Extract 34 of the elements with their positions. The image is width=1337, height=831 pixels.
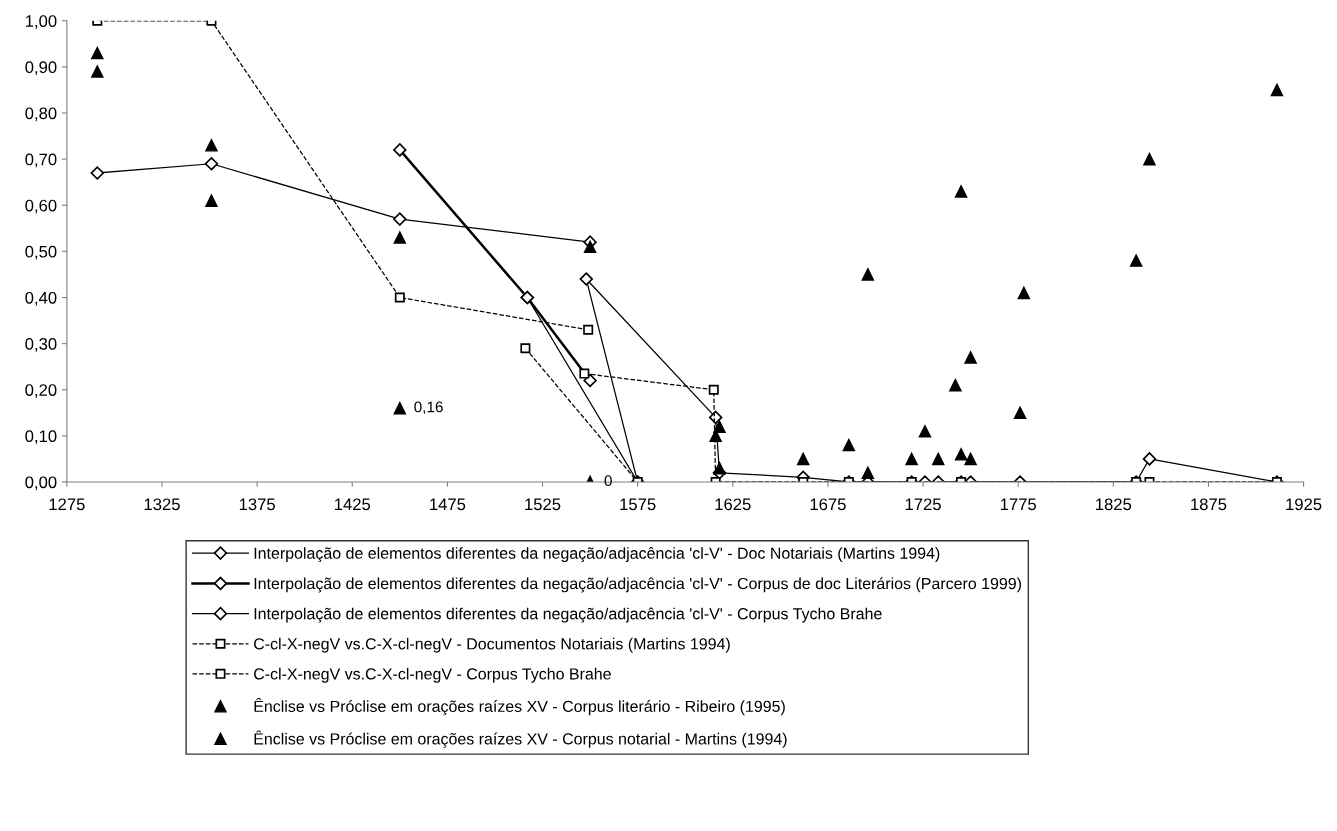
data-label: 0 [604, 475, 612, 487]
legend-label: C-cl-X-negV vs.C-X-cl-negV - Corpus Tycho Brahe [254, 667, 611, 683]
x-tick-label: 1475 [430, 498, 466, 511]
legend-label: Interpolação de elementos diferentes da negação/adjacência 'cl-V' - Doc Notariais (Martins 1994) [254, 547, 940, 563]
y-tick-label: 0,30 [25, 338, 57, 352]
x-tick-label: 1875 [1191, 498, 1227, 511]
y-tick-label: 0,10 [25, 430, 57, 445]
legend-label: Interpolação de elementos diferentes da negação/adjacência 'cl-V' - Corpus Tycho Brahe [254, 607, 882, 623]
legend-label: Interpolação de elementos diferentes da negação/adjacência 'cl-V' - Corpus de doc Literários (Parcero 1999) [254, 577, 1022, 593]
y-tick-label: 0,80 [25, 107, 57, 122]
y-tick-label: 0,90 [25, 61, 57, 76]
y-tick-label: 0,50 [25, 245, 57, 260]
x-tick-label: 1925 [1286, 498, 1322, 511]
x-tick-label: 1775 [1000, 498, 1037, 511]
x-tick-label: 1725 [905, 498, 941, 511]
y-tick-label: 0,70 [25, 153, 57, 168]
x-tick-label: 1575 [620, 498, 656, 511]
legend-label: C-cl-X-negV vs.C-X-cl-negV - Documentos Notariais (Martins 1994) [254, 637, 730, 653]
y-tick-label: 0,60 [25, 199, 57, 214]
legend-label: Ênclise vs Próclise em orações raízes XV - Corpus notarial - Martins (1994) [254, 730, 787, 748]
y-tick-label: 0,00 [25, 476, 57, 491]
data-label: 0,16 [414, 401, 443, 415]
y-tick-label: 0,20 [25, 384, 57, 398]
x-tick-label: 1675 [810, 498, 846, 511]
x-tick-label: 1375 [239, 498, 275, 511]
y-tick-label: 1,00 [25, 15, 57, 29]
x-tick-label: 1325 [144, 498, 180, 511]
x-tick-label: 1525 [525, 498, 561, 511]
y-tick-label: 0,40 [25, 291, 57, 306]
x-tick-label: 1825 [1096, 498, 1132, 511]
x-tick-label: 1625 [715, 498, 751, 511]
legend-label: Ênclise vs Próclise em orações raízes XV - Corpus literário - Ribeiro (1995) [254, 697, 785, 716]
x-tick-label: 1425 [334, 498, 371, 511]
x-tick-label: 1275 [49, 498, 85, 511]
